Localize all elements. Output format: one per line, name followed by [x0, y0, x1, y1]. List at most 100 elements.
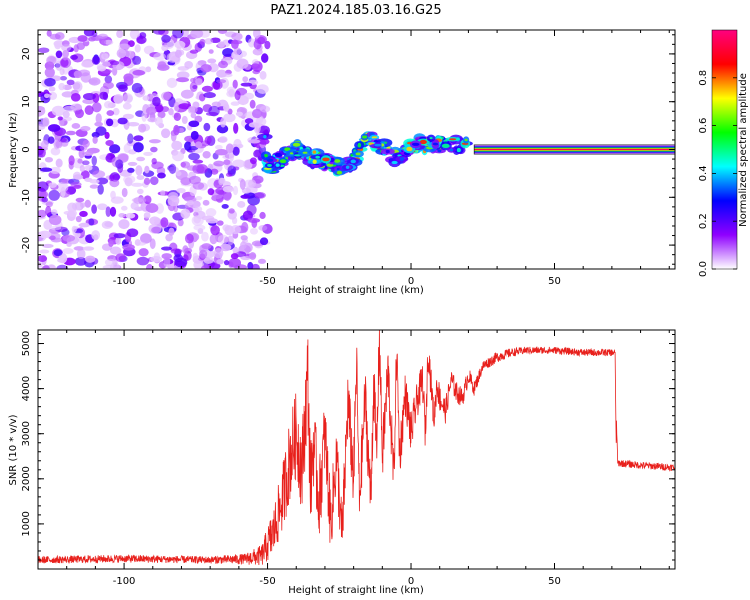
spectrogram-tone-band	[474, 148, 675, 151]
spectrogram-cell	[258, 138, 270, 145]
colorbar-tick-label: 0.6	[698, 118, 709, 134]
spectrogram-cell	[190, 112, 197, 119]
spectrogram-cell	[70, 54, 78, 60]
spectrogram-cell	[195, 141, 203, 149]
spectrogram-cell	[46, 55, 57, 65]
spectrogram-cell	[152, 96, 161, 107]
spectrogram-cell	[292, 142, 301, 147]
spectrogram-cell	[244, 118, 254, 124]
spectrogram-cell	[231, 32, 243, 41]
spectrogram-cell	[38, 230, 52, 239]
spectrogram-cell	[411, 142, 420, 146]
spectrogram-cell	[204, 136, 212, 145]
spectrogram-cell	[49, 166, 61, 174]
snr-frame	[37, 329, 676, 570]
spectrogram-cell	[240, 194, 251, 199]
spectrogram-cell	[216, 220, 224, 226]
spectrogram-cell	[82, 160, 90, 166]
spectrogram-cell	[112, 107, 120, 116]
spectrogram-cell	[66, 79, 75, 86]
spectrogram-cell	[105, 139, 114, 147]
y-tick-label: 20	[21, 48, 32, 61]
spectrogram-cell	[201, 264, 212, 269]
spectrogram-cell	[161, 246, 172, 251]
spectrogram-cell	[106, 110, 115, 117]
spectrogram-cell	[51, 209, 58, 216]
spectrogram-cell	[284, 147, 291, 152]
y-tick-label: -20	[21, 237, 32, 253]
spectrogram-cell	[118, 213, 126, 218]
spectrogram-cell	[122, 113, 134, 120]
spectrogram-cell	[102, 264, 116, 269]
spectrogram-cell	[117, 117, 128, 125]
spectrogram-cell	[97, 203, 108, 211]
spectrogram-cell	[65, 130, 76, 136]
colorbar-tick-label: 0.8	[698, 70, 709, 86]
spectrogram-cell	[151, 157, 157, 165]
spectrogram-cell	[168, 108, 174, 116]
spectrogram-cell	[55, 50, 63, 59]
spectrogram-cell	[127, 167, 135, 173]
spectrogram-cell	[192, 181, 205, 190]
spectrogram-cell	[201, 231, 209, 242]
spectrogram-cell	[172, 151, 184, 162]
spectrogram-cell	[62, 49, 70, 58]
spectrogram-cell	[157, 172, 166, 179]
spectrogram-cell	[170, 248, 183, 254]
spectrogram-cell	[406, 146, 413, 152]
spectrogram-cell	[100, 39, 107, 45]
colorbar-ticks: 0.0 0.2 0.4 0.6 0.8	[698, 70, 737, 277]
spectrogram-cell	[109, 144, 121, 154]
spectrogram-cell	[96, 177, 109, 185]
spectrogram-cell	[243, 159, 253, 170]
snr-x-label: Height of straight line (km)	[288, 585, 424, 596]
spectrogram-marks	[38, 30, 675, 269]
spectrogram-cell	[243, 92, 255, 100]
spectrogram-cell	[82, 98, 95, 105]
spectrogram-cell	[168, 227, 175, 236]
colorbar-tick-label: 0.0	[698, 261, 709, 277]
spectrogram-cell	[385, 149, 390, 154]
spectrogram-cell	[223, 103, 230, 112]
spectrogram-cell	[134, 44, 141, 53]
colorbar-label: Normalized spectral amplitude	[738, 73, 749, 227]
spectrogram-cell	[122, 243, 135, 251]
spectrogram-cell	[80, 170, 90, 180]
spectrogram-cell	[160, 217, 169, 228]
spectrogram-cell	[113, 233, 126, 239]
spectrogram-cell	[148, 139, 161, 144]
spectrogram-x-label: Height of straight line (km)	[288, 285, 424, 296]
spectrogram-cell	[231, 216, 238, 225]
spectrogram-cell	[101, 220, 113, 229]
spectrogram-cell	[50, 225, 62, 231]
spectrogram-cell	[77, 158, 83, 164]
spectrogram-cell	[199, 38, 206, 45]
spectrogram-cell	[145, 203, 159, 213]
spectrogram-cell	[160, 189, 166, 197]
spectrogram-cell	[247, 179, 257, 188]
spectrogram-cell	[176, 77, 190, 83]
spectrogram-cell	[217, 41, 225, 48]
spectrogram-cell	[161, 253, 173, 260]
spectrogram-cell	[53, 249, 63, 257]
spectrogram-cell	[249, 227, 258, 235]
spectrogram-cell	[192, 164, 205, 175]
spectrogram-cell	[234, 90, 241, 101]
spectrogram-cell	[208, 49, 214, 54]
spectrogram-cell	[59, 57, 72, 69]
spectrogram-cell	[180, 208, 191, 219]
spectrogram-cell	[108, 174, 115, 182]
spectrogram-cell	[177, 218, 184, 227]
spectrogram-cell	[49, 235, 56, 240]
spectrogram-cell	[190, 30, 204, 39]
spectrogram-cell	[131, 182, 144, 187]
spectrogram-cell	[236, 58, 249, 69]
spectrogram-cell	[217, 30, 228, 34]
spectrogram-cell	[39, 167, 53, 172]
colorbar-tick-label: 0.4	[698, 165, 709, 181]
spectrogram-cell	[257, 36, 266, 45]
spectrogram-cell	[42, 264, 50, 269]
spectrogram-cell	[157, 111, 166, 119]
spectrogram-cell	[154, 116, 163, 127]
spectrogram-cell	[225, 143, 234, 154]
